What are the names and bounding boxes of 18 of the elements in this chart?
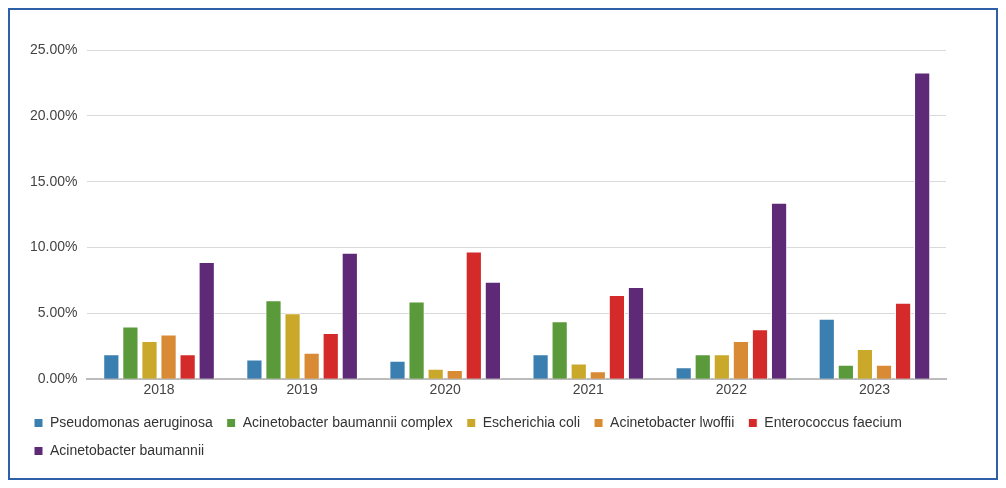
legend-label: Acinetobacter lwoffii xyxy=(610,413,735,430)
y-tick-label: 0.00% xyxy=(37,370,78,387)
y-tick-label: 10.00% xyxy=(30,238,78,255)
legend-label: Acinetobacter baumannii xyxy=(50,441,205,458)
x-tick-label: 2023 xyxy=(858,381,891,398)
y-tick-label: 20.00% xyxy=(30,106,78,123)
legend-label: Enterococcus faecium xyxy=(764,413,903,430)
y-tick-label: 5.00% xyxy=(37,304,78,321)
x-tick-label: 2018 xyxy=(143,381,175,398)
y-tick-label: 25.00% xyxy=(30,40,78,57)
y-tick-label: 15.00% xyxy=(30,172,78,189)
x-tick-label: 2019 xyxy=(286,381,318,398)
x-tick-label: 2021 xyxy=(572,381,605,398)
legend-label: Escherichia coli xyxy=(482,413,581,430)
legend-label: Pseudomonas aeruginosa xyxy=(50,413,213,430)
x-tick-label: 2022 xyxy=(715,381,748,398)
x-tick-label: 2020 xyxy=(429,381,461,398)
legend-label: Acinetobacter baumannii complex xyxy=(242,413,453,430)
